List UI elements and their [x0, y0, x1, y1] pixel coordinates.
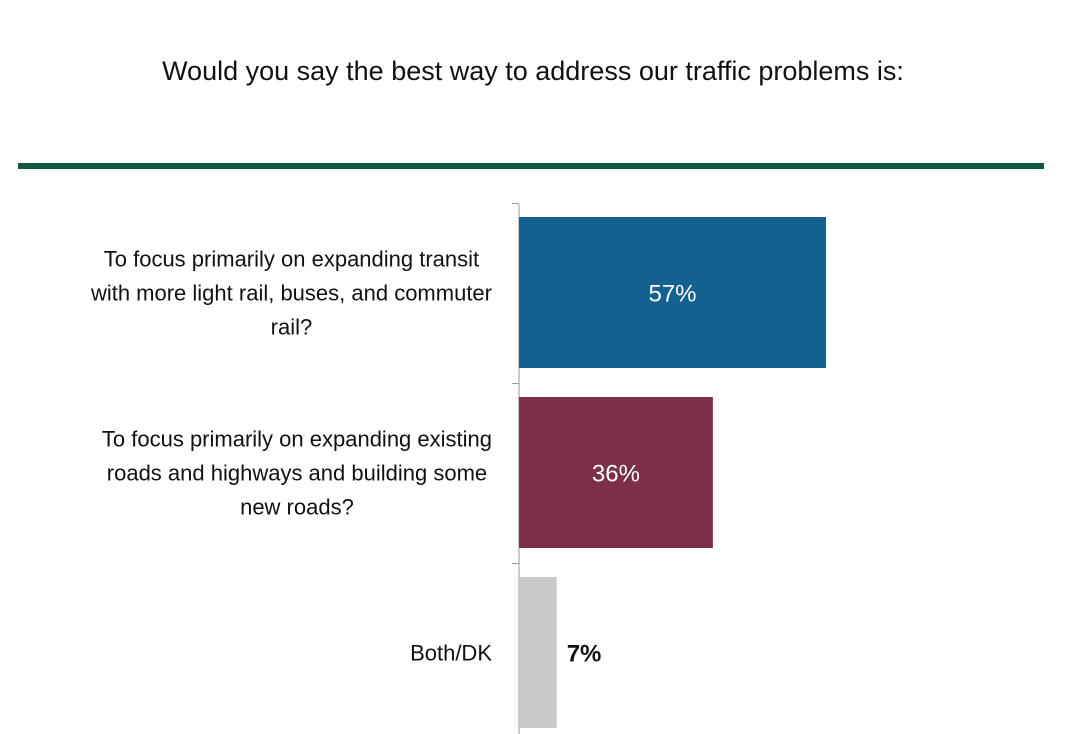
category-label-line: roads and highways and building some	[107, 461, 487, 486]
category-label: To focus primarily on expanding existing…	[102, 427, 492, 520]
category-label-line: To focus primarily on expanding existing	[102, 427, 492, 452]
category-label-line: new roads?	[240, 495, 354, 520]
bar-2	[519, 397, 713, 548]
header-rule	[18, 163, 1044, 169]
bar-3	[519, 577, 557, 728]
bar-value-label: 7%	[567, 641, 602, 668]
category-label: Both/DK	[410, 641, 492, 666]
bar-value-label: 57%	[648, 281, 696, 308]
category-label-line: To focus primarily on expanding transit	[104, 247, 479, 272]
chart-title: Would you say the best way to address ou…	[162, 56, 904, 86]
bar-value-label: 36%	[592, 461, 640, 488]
category-label-line: with more light rail, buses, and commute…	[90, 281, 492, 306]
bar-1	[519, 217, 826, 368]
category-label-line: Both/DK	[410, 641, 492, 666]
category-label: To focus primarily on expanding transit w…	[90, 247, 492, 340]
category-label-line: rail?	[271, 315, 313, 340]
